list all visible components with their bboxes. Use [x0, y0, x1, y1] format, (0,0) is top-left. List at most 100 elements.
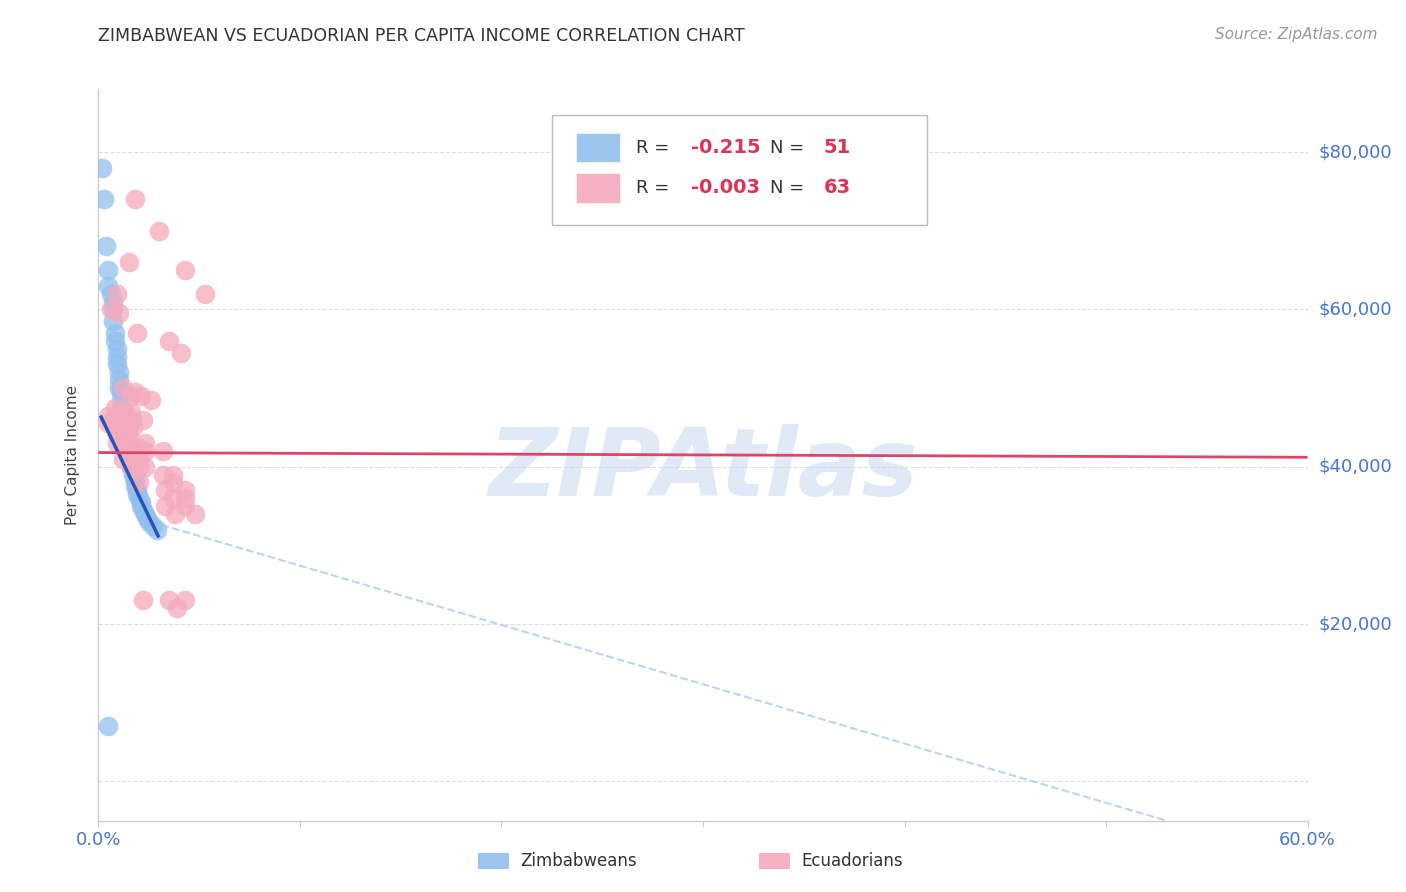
- Point: [107, 381, 129, 395]
- Point: [128, 451, 150, 466]
- Point: [174, 593, 197, 607]
- Point: [125, 326, 148, 340]
- Point: [115, 420, 138, 434]
- Point: [152, 444, 174, 458]
- Point: [105, 286, 128, 301]
- Y-axis label: Per Capita Income: Per Capita Income: [65, 384, 80, 525]
- Point: [124, 384, 146, 399]
- Point: [174, 263, 197, 277]
- Point: [128, 491, 150, 505]
- Point: [103, 401, 125, 415]
- Point: [115, 436, 138, 450]
- Point: [105, 436, 128, 450]
- Point: [166, 601, 188, 615]
- Point: [118, 255, 141, 269]
- Point: [118, 428, 141, 442]
- Point: [121, 467, 143, 482]
- Point: [134, 507, 156, 521]
- Point: [120, 456, 142, 470]
- Point: [132, 503, 155, 517]
- Point: [157, 334, 180, 348]
- Point: [174, 483, 197, 498]
- Text: R =: R =: [637, 139, 669, 157]
- Point: [114, 405, 136, 419]
- Point: [111, 381, 134, 395]
- Point: [100, 286, 122, 301]
- Point: [124, 471, 146, 485]
- Point: [121, 464, 143, 478]
- Text: ZIMBABWEAN VS ECUADORIAN PER CAPITA INCOME CORRELATION CHART: ZIMBABWEAN VS ECUADORIAN PER CAPITA INCO…: [98, 27, 745, 45]
- Point: [142, 518, 165, 533]
- Point: [132, 412, 155, 426]
- Point: [110, 420, 132, 434]
- Point: [128, 459, 150, 474]
- Point: [134, 436, 156, 450]
- Point: [129, 389, 152, 403]
- Point: [124, 479, 146, 493]
- Point: [148, 224, 170, 238]
- Point: [120, 405, 142, 419]
- FancyBboxPatch shape: [551, 115, 927, 225]
- Point: [110, 401, 132, 415]
- Point: [97, 263, 120, 277]
- Point: [103, 420, 125, 434]
- Point: [97, 409, 120, 423]
- Point: [157, 593, 180, 607]
- Point: [153, 483, 176, 498]
- Point: [97, 278, 120, 293]
- Point: [111, 436, 134, 450]
- Point: [115, 412, 138, 426]
- Text: 63: 63: [824, 178, 851, 197]
- Point: [101, 294, 124, 309]
- Point: [153, 499, 176, 513]
- Text: -0.003: -0.003: [690, 178, 759, 197]
- Point: [110, 412, 132, 426]
- Point: [125, 487, 148, 501]
- Point: [125, 440, 148, 454]
- Point: [96, 239, 118, 253]
- Point: [118, 440, 141, 454]
- Text: Source: ZipAtlas.com: Source: ZipAtlas.com: [1215, 27, 1378, 42]
- Point: [162, 467, 184, 482]
- Point: [103, 412, 125, 426]
- Point: [162, 475, 184, 490]
- Point: [105, 358, 128, 372]
- Point: [114, 425, 136, 439]
- Point: [152, 467, 174, 482]
- Point: [138, 515, 160, 529]
- Text: Zimbabweans: Zimbabweans: [520, 852, 637, 870]
- Point: [115, 428, 138, 442]
- Point: [111, 451, 134, 466]
- Point: [110, 384, 132, 399]
- Point: [105, 350, 128, 364]
- Text: $80,000: $80,000: [1319, 143, 1392, 161]
- Point: [111, 405, 134, 419]
- Point: [124, 192, 146, 206]
- Point: [120, 459, 142, 474]
- Text: $20,000: $20,000: [1319, 615, 1392, 633]
- Point: [121, 412, 143, 426]
- Point: [125, 483, 148, 498]
- Point: [100, 302, 122, 317]
- Point: [91, 161, 114, 175]
- FancyBboxPatch shape: [576, 133, 620, 162]
- Point: [128, 475, 150, 490]
- Point: [124, 475, 146, 490]
- Point: [110, 405, 132, 419]
- Point: [120, 451, 142, 466]
- Point: [129, 495, 152, 509]
- Point: [101, 302, 124, 317]
- Point: [118, 448, 141, 462]
- Point: [107, 373, 129, 387]
- Point: [129, 499, 152, 513]
- Point: [107, 306, 129, 320]
- Point: [132, 593, 155, 607]
- Text: N =: N =: [769, 139, 804, 157]
- Text: R =: R =: [637, 179, 669, 197]
- Text: $40,000: $40,000: [1319, 458, 1392, 475]
- Text: N =: N =: [769, 179, 804, 197]
- Point: [105, 428, 128, 442]
- Point: [97, 719, 120, 733]
- Point: [146, 523, 169, 537]
- Point: [118, 436, 141, 450]
